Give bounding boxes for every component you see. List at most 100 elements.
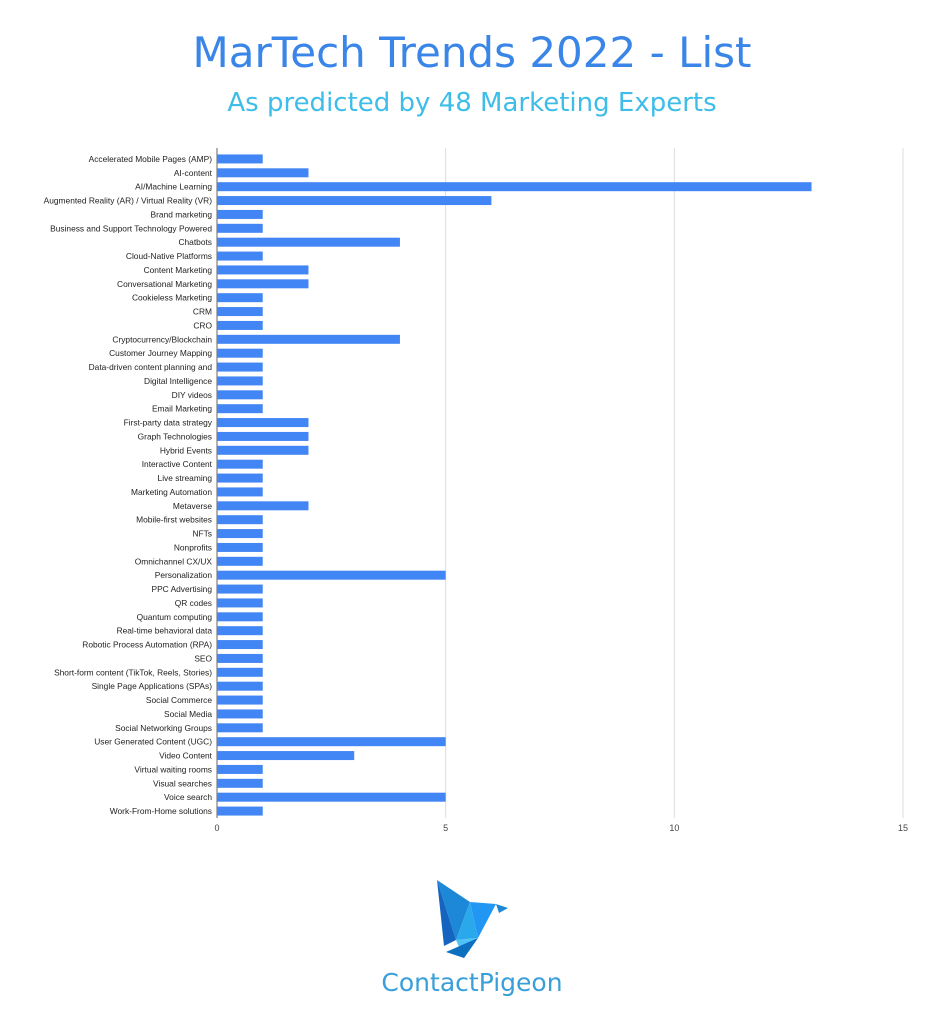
bar [217, 529, 263, 539]
bar [217, 223, 263, 233]
bar [217, 723, 263, 733]
bar [217, 473, 263, 483]
bar [217, 487, 263, 497]
bar [217, 237, 400, 247]
category-label: Cloud-Native Platforms [126, 251, 212, 261]
category-label: Nonprofits [174, 542, 212, 552]
bar [217, 334, 400, 344]
bar [217, 431, 309, 441]
bar [217, 792, 446, 802]
category-label: Cryptocurrency/Blockchain [112, 334, 212, 344]
category-label: Mobile-first websites [136, 515, 212, 525]
category-label: AI-content [174, 168, 213, 178]
category-label: CRM [193, 307, 212, 317]
category-label: Live streaming [158, 473, 213, 483]
x-tick-label: 5 [443, 823, 448, 833]
bar [217, 709, 263, 719]
bar [217, 418, 309, 428]
category-label: DIY videos [172, 390, 212, 400]
chart-title: MarTech Trends 2022 - List [192, 28, 752, 77]
bar [217, 168, 309, 178]
category-label: Digital Intelligence [144, 376, 212, 386]
bar [217, 626, 263, 636]
bar [217, 584, 263, 594]
bar [217, 556, 263, 566]
category-label: Chatbots [178, 237, 212, 247]
bar [217, 764, 263, 774]
bar [217, 542, 263, 552]
bar [217, 293, 263, 303]
bar [217, 445, 309, 455]
bar [217, 612, 263, 622]
chart-subtitle: As predicted by 48 Marketing Experts [227, 88, 717, 118]
category-label: Cookieless Marketing [132, 293, 212, 303]
bar [217, 404, 263, 414]
category-label: NFTs [192, 529, 212, 539]
category-label: SEO [194, 653, 212, 663]
bar [217, 598, 263, 608]
bar [217, 265, 309, 275]
bar [217, 320, 263, 330]
bar [217, 515, 263, 525]
category-label: Content Marketing [144, 265, 213, 275]
bar [217, 667, 263, 677]
category-label: Omnichannel CX/UX [135, 556, 213, 566]
bar-chart: 0 5 10 15 Accelerated Mobile Pages (AMP) AI-c… [44, 148, 908, 833]
category-label: Video Content [159, 751, 213, 761]
category-label: Voice search [164, 792, 212, 802]
bar [217, 307, 263, 317]
category-label: Social Commerce [146, 695, 212, 705]
bar [217, 737, 446, 747]
category-label: Work-From-Home solutions [110, 806, 212, 816]
category-label: Short-form content (TikTok, Reels, Stori… [54, 667, 212, 677]
category-label: PPC Advertising [151, 584, 212, 594]
category-label: Marketing Automation [131, 487, 212, 497]
category-label: First-party data strategy [124, 418, 213, 428]
category-label: Business and Support Technology Powered [50, 223, 212, 233]
category-label: Robotic Process Automation (RPA) [82, 640, 212, 650]
bar [217, 209, 263, 219]
category-label: Graph Technologies [138, 431, 212, 441]
bar [217, 501, 309, 511]
category-label: Hybrid Events [160, 445, 212, 455]
category-label: Metaverse [173, 501, 212, 511]
category-label: Real-time behavioral data [117, 626, 213, 636]
bar [217, 362, 263, 372]
category-label: Single Page Applications (SPAs) [92, 681, 213, 691]
category-label: Customer Journey Mapping [109, 348, 212, 358]
category-label: Quantum computing [137, 612, 213, 622]
bar [217, 640, 263, 650]
category-label: QR codes [175, 598, 212, 608]
category-label: Social Networking Groups [115, 723, 212, 733]
category-label: Augmented Reality (AR) / Virtual Reality… [44, 196, 213, 206]
bar [217, 251, 263, 261]
category-label: User Generated Content (UGC) [94, 737, 212, 747]
bar [217, 348, 263, 358]
bar [217, 570, 446, 580]
bar [217, 681, 263, 691]
bar [217, 695, 263, 705]
category-label: Visual searches [153, 778, 212, 788]
category-label: Social Media [164, 709, 212, 719]
bar [217, 459, 263, 469]
bar [217, 279, 309, 289]
category-label: Conversational Marketing [117, 279, 212, 289]
brand-name: ContactPigeon [381, 968, 563, 997]
bar [217, 154, 263, 164]
bar [217, 182, 812, 192]
category-label: Interactive Content [142, 459, 213, 469]
bar [217, 376, 263, 386]
x-tick-label: 10 [669, 823, 679, 833]
category-label: Accelerated Mobile Pages (AMP) [89, 154, 213, 164]
bar [217, 751, 355, 761]
category-label: AI/Machine Learning [135, 182, 212, 192]
category-label: Email Marketing [152, 404, 212, 414]
category-label: Virtual waiting rooms [134, 764, 212, 774]
bar [217, 806, 263, 816]
bar [217, 390, 263, 400]
category-label: Data-driven content planning and [89, 362, 213, 372]
category-label: Personalization [155, 570, 213, 580]
x-tick-label: 15 [898, 823, 908, 833]
bar [217, 653, 263, 663]
